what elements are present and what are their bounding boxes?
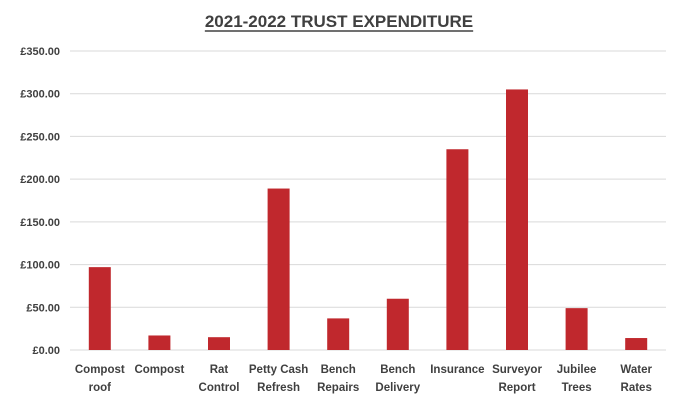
bar	[267, 188, 290, 350]
x-tick-label: Petty Cash Refresh	[249, 364, 308, 394]
y-tick-label: £200.00	[20, 174, 60, 186]
bar	[88, 267, 111, 350]
x-tick-label: Compost	[134, 364, 184, 376]
x-tick-label: Bench Repairs	[317, 364, 359, 394]
x-axis-ticks: Compost roof Compost Rat Control Petty Cash Re…	[75, 364, 653, 394]
bar	[208, 337, 230, 350]
bars	[88, 89, 648, 350]
bar	[386, 298, 409, 350]
bar	[625, 338, 648, 350]
x-tick-label: Surveyor Report	[492, 364, 542, 394]
x-tick-label: Insurance	[430, 364, 484, 376]
x-tick-label: Water Rates	[620, 364, 652, 394]
gridlines	[70, 50, 666, 351]
bar	[148, 335, 171, 350]
x-tick-label: Compost roof	[75, 364, 125, 394]
y-tick-label: £300.00	[20, 89, 60, 101]
x-tick-label: Rat Control	[199, 364, 240, 394]
bar	[506, 89, 528, 350]
y-tick-label: £150.00	[20, 217, 60, 229]
bar	[446, 149, 469, 350]
y-tick-label: £100.00	[20, 260, 60, 272]
y-tick-label: £350.00	[20, 46, 60, 58]
x-tick-label: Jubilee Trees	[557, 364, 597, 394]
y-tick-label: £50.00	[26, 302, 60, 314]
x-tick-label: Bench Delivery	[375, 364, 420, 394]
y-tick-label: £0.00	[32, 345, 60, 357]
y-tick-label: £250.00	[20, 131, 60, 143]
bar	[565, 308, 588, 350]
bar	[327, 318, 350, 350]
y-axis-ticks: £0.00 £50.00 £100.00 £150.00 £200.00 £250.00 £…	[20, 46, 60, 357]
chart-title: 2021-2022 TRUST EXPENDITURE	[205, 12, 473, 31]
